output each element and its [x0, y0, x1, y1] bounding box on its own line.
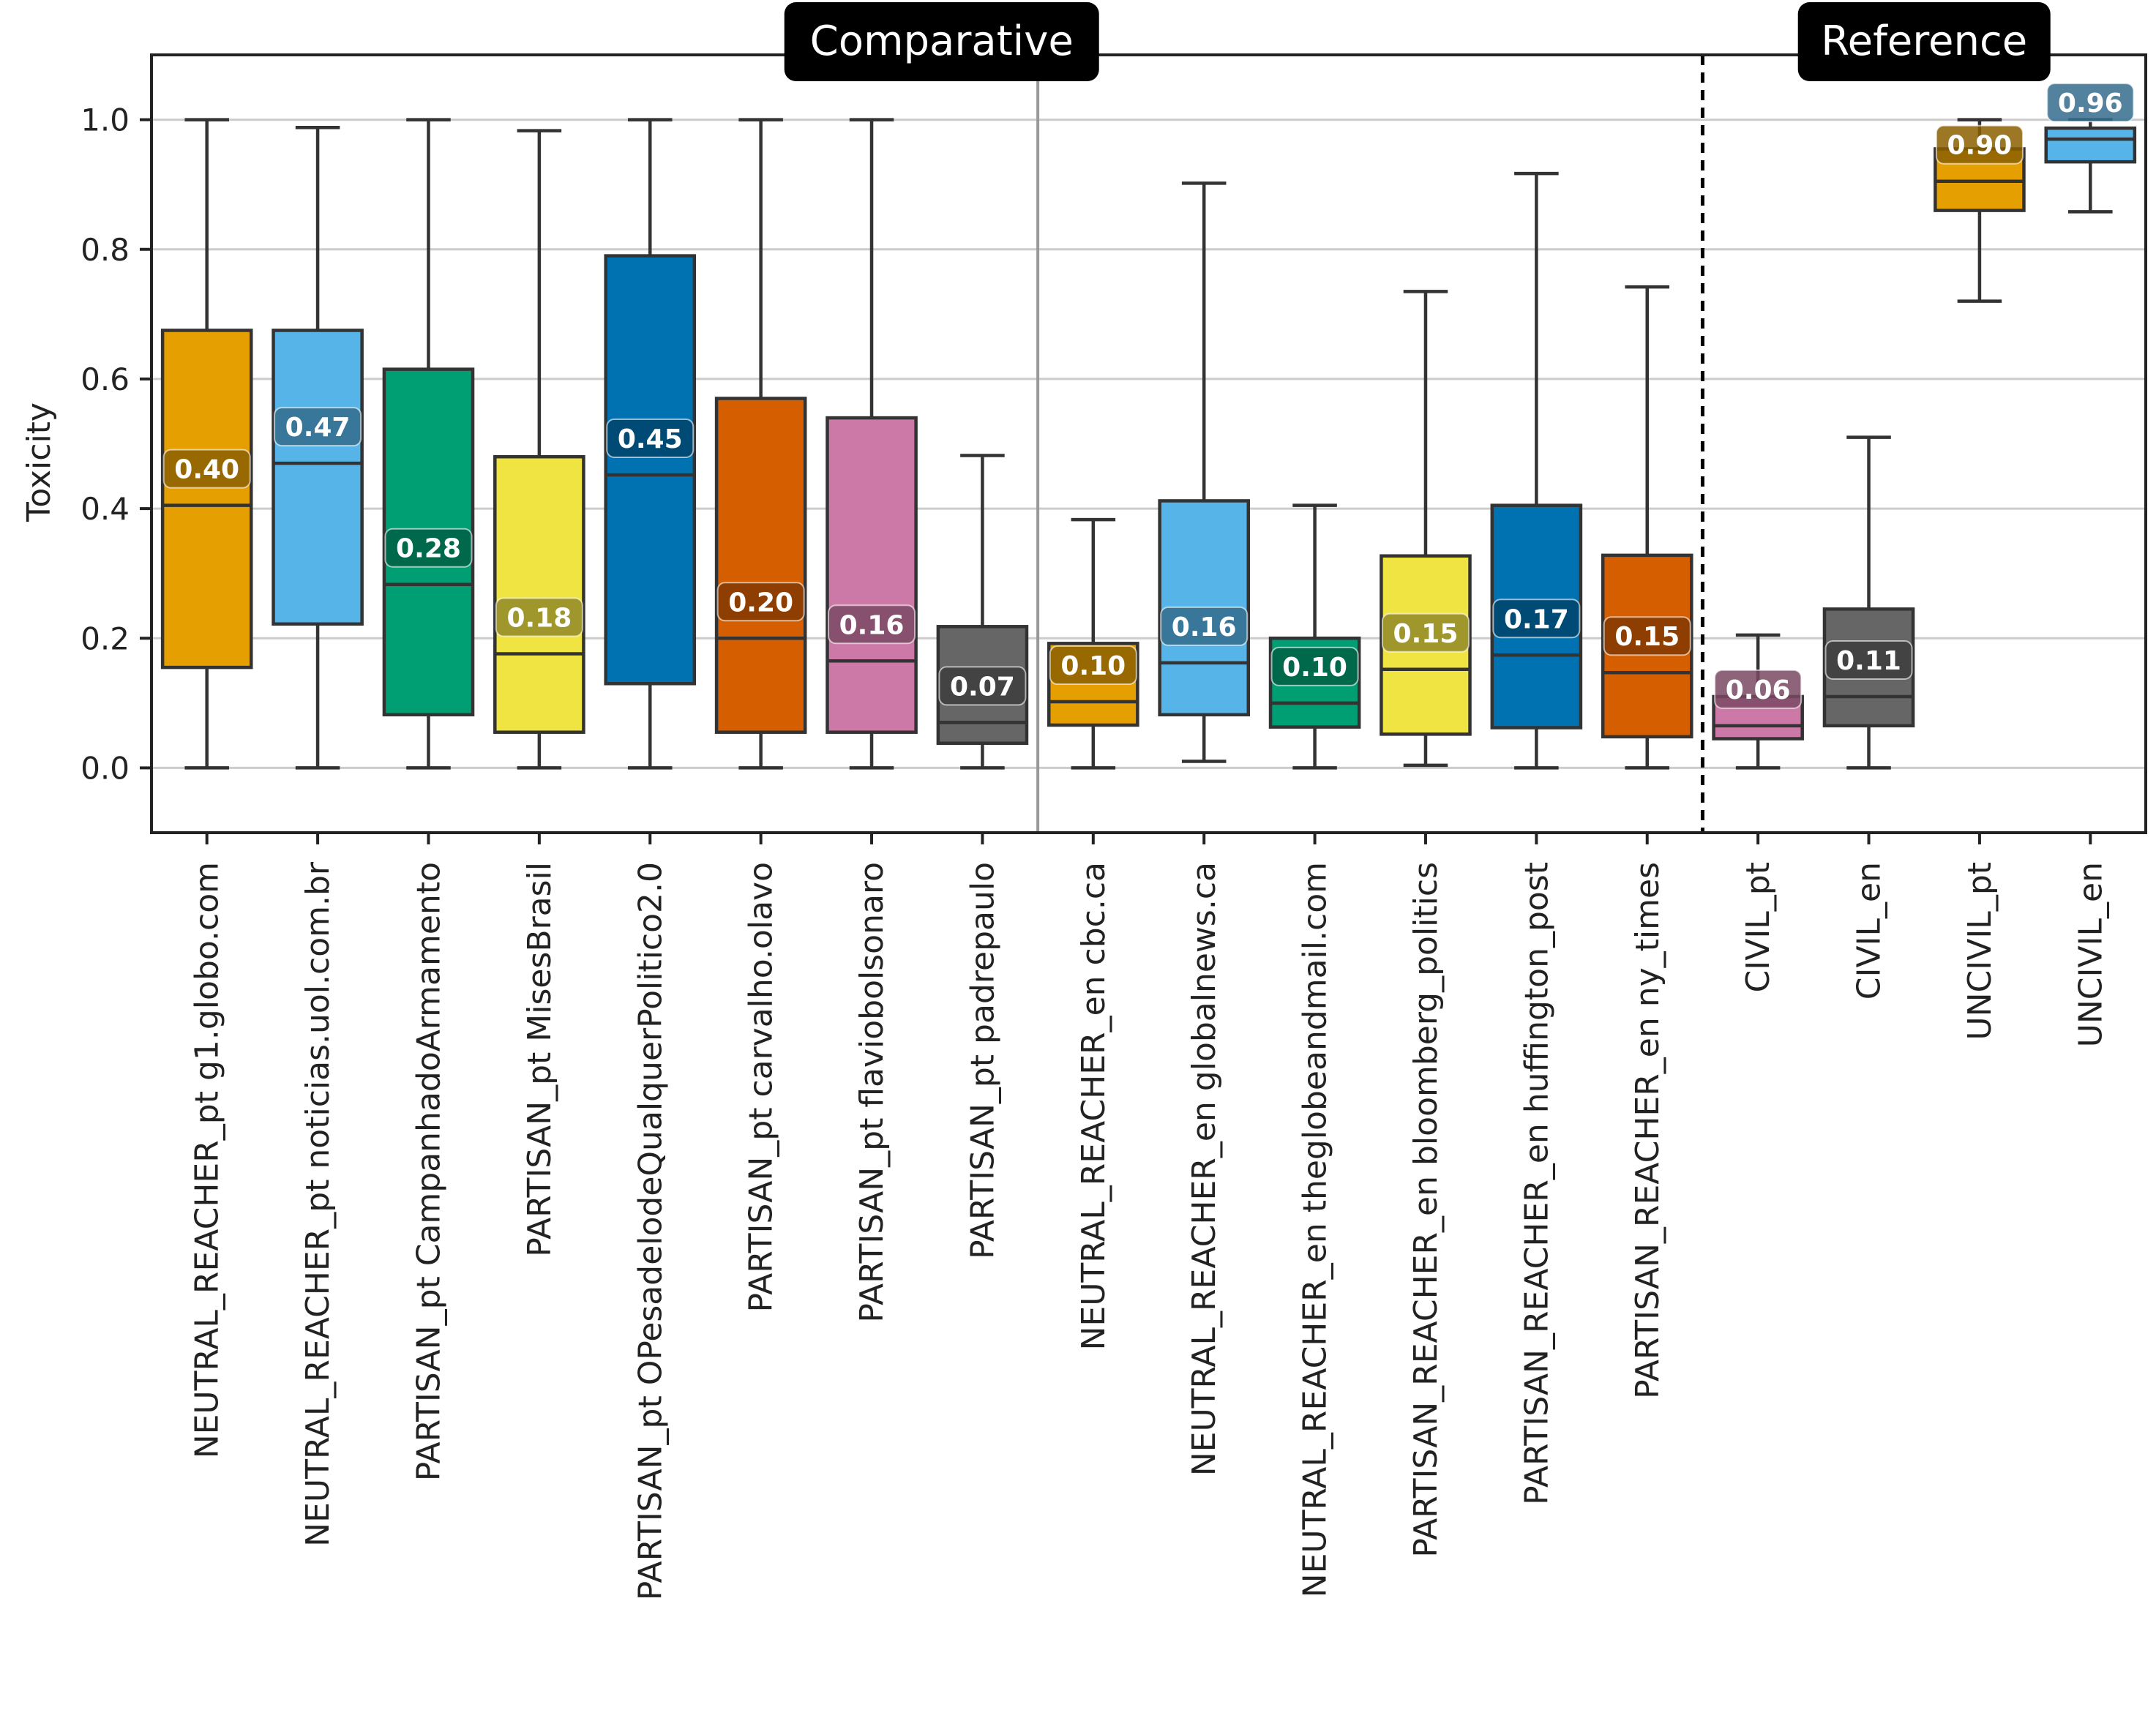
section-label-comparative-text: Comparative — [810, 18, 1074, 65]
plot-frame — [150, 53, 2147, 834]
y-tick-label: 0.2 — [81, 620, 130, 656]
box-group: 0.20 — [714, 118, 807, 770]
box-group: 0.10 — [1047, 517, 1139, 770]
median-label: 0.90 — [1947, 131, 2013, 161]
median-label-bg — [162, 449, 251, 489]
median-label-bg — [1049, 645, 1137, 686]
box-group: 0.96 — [2044, 83, 2137, 214]
y-tick-label: 1.0 — [81, 102, 130, 138]
median-label-bg — [1160, 606, 1249, 646]
x-tick-label: PARTISAN_pt padrepaulo — [964, 862, 1001, 1259]
box-group: 0.16 — [1158, 181, 1251, 763]
box-iqr — [493, 454, 585, 734]
median-label: 0.40 — [174, 455, 239, 485]
median-label: 0.15 — [1393, 619, 1459, 649]
box-iqr — [272, 329, 364, 626]
box-iqr — [2044, 126, 2137, 164]
box-group: 0.11 — [1822, 435, 1915, 770]
x-tick-label: PARTISAN_pt MisesBrasil — [521, 862, 558, 1257]
median-label: 0.18 — [506, 604, 572, 634]
y-tick-label: 0.0 — [81, 750, 130, 786]
box-group: 0.40 — [160, 118, 253, 770]
median-label-bg — [1935, 124, 2024, 165]
box-group: 0.28 — [382, 118, 475, 770]
box-group: 0.07 — [936, 454, 1029, 770]
y-axis-label: Toxicity — [20, 402, 58, 522]
x-tick-label: PARTISAN_REACHER_en bloomberg_politics — [1407, 862, 1445, 1558]
box-group: 0.15 — [1601, 285, 1693, 770]
x-tick-label: NEUTRAL_REACHER_en theglobeandmail.com — [1297, 862, 1334, 1597]
median-label: 0.17 — [1504, 604, 1569, 634]
median-label: 0.10 — [1060, 651, 1126, 681]
x-tick-label: NEUTRAL_REACHER_pt g1.globo.com — [189, 862, 226, 1458]
x-tick-label: PARTISAN_pt carvalho.olavo — [743, 862, 780, 1313]
median-label-bg — [716, 582, 805, 622]
median-label-bg — [1714, 669, 1803, 709]
y-tick-label: 0.8 — [81, 232, 130, 268]
median-label: 0.45 — [618, 424, 683, 454]
x-tick-label: CIVIL_en — [1851, 862, 1888, 1000]
x-tick-label: PARTISAN_pt CampanhadoArmamento — [410, 862, 447, 1481]
x-tick-label: PARTISAN_pt OPesadelodeQualquerPolitico2… — [632, 862, 669, 1600]
median-label-bg — [274, 407, 362, 447]
box-group: 0.17 — [1490, 171, 1583, 770]
box-group: 0.06 — [1712, 633, 1804, 770]
x-tick-label: UNCIVIL_en — [2072, 862, 2109, 1047]
median-label-bg — [1270, 646, 1359, 686]
box-group: 0.47 — [272, 125, 364, 770]
median-label-bg — [828, 604, 916, 645]
x-tick-label: PARTISAN_REACHER_en ny_times — [1629, 862, 1666, 1399]
box-iqr — [604, 254, 697, 686]
median-label-bg — [1603, 616, 1691, 656]
y-tick-label: 0.6 — [81, 361, 130, 397]
median-label: 0.07 — [950, 672, 1015, 702]
box-series: 0.40 0.47 0.28 0.18 0.45 0.20 0.16 0.07 0.10 0.16… — [160, 83, 2137, 770]
median-label-bg — [495, 597, 583, 637]
median-label: 0.47 — [285, 413, 351, 443]
median-label-bg — [2046, 83, 2135, 123]
median-label: 0.20 — [728, 588, 793, 618]
section-label-reference-text: Reference — [1821, 18, 2027, 65]
box-iqr — [714, 397, 807, 734]
box-group: 0.90 — [1934, 118, 2026, 303]
box-iqr — [160, 329, 253, 670]
section-dividers — [1036, 55, 1704, 833]
median-label-bg — [1381, 612, 1470, 653]
median-label: 0.96 — [2058, 89, 2123, 119]
box-group: 0.10 — [1268, 503, 1361, 770]
x-tick-label: PARTISAN_REACHER_en huffington_post — [1518, 862, 1555, 1505]
box-group: 0.18 — [493, 129, 585, 770]
median-label: 0.10 — [1282, 653, 1347, 683]
median-label: 0.16 — [1172, 612, 1237, 642]
y-axis: 0.0 0.2 0.4 0.6 0.8 1.0 — [81, 102, 151, 786]
x-tick-label: NEUTRAL_REACHER_pt noticias.uol.com.br — [299, 861, 337, 1547]
x-tick-label: PARTISAN_pt flaviobolsonaro — [853, 862, 891, 1323]
median-label-bg — [1824, 640, 1913, 680]
box-group: 0.16 — [826, 118, 918, 770]
section-label-reference: Reference — [1797, 2, 2051, 81]
median-label: 0.11 — [1836, 646, 1901, 676]
median-label: 0.28 — [396, 534, 461, 564]
box-group: 0.15 — [1380, 290, 1472, 768]
x-tick-label: NEUTRAL_REACHER_en cbc.ca — [1075, 862, 1112, 1350]
box-iqr — [826, 416, 918, 734]
median-label: 0.15 — [1614, 622, 1680, 652]
median-label-bg — [606, 419, 695, 459]
x-tick-label: UNCIVIL_pt — [1961, 862, 1999, 1041]
x-tick-label: NEUTRAL_REACHER_en globalnews.ca — [1186, 862, 1223, 1476]
median-label-bg — [938, 666, 1027, 706]
median-label: 0.06 — [1726, 675, 1791, 705]
box-group: 0.45 — [604, 118, 697, 770]
x-axis: NEUTRAL_REACHER_pt g1.globo.com NEUTRAL_R… — [189, 833, 2109, 1600]
median-label-bg — [384, 528, 473, 568]
y-gridlines — [151, 119, 2146, 769]
section-label-comparative: Comparative — [784, 2, 1099, 81]
x-tick-label: CIVIL_pt — [1740, 862, 1777, 992]
y-tick-label: 0.4 — [81, 491, 130, 527]
median-label-bg — [1492, 599, 1581, 639]
median-label: 0.16 — [839, 610, 905, 640]
